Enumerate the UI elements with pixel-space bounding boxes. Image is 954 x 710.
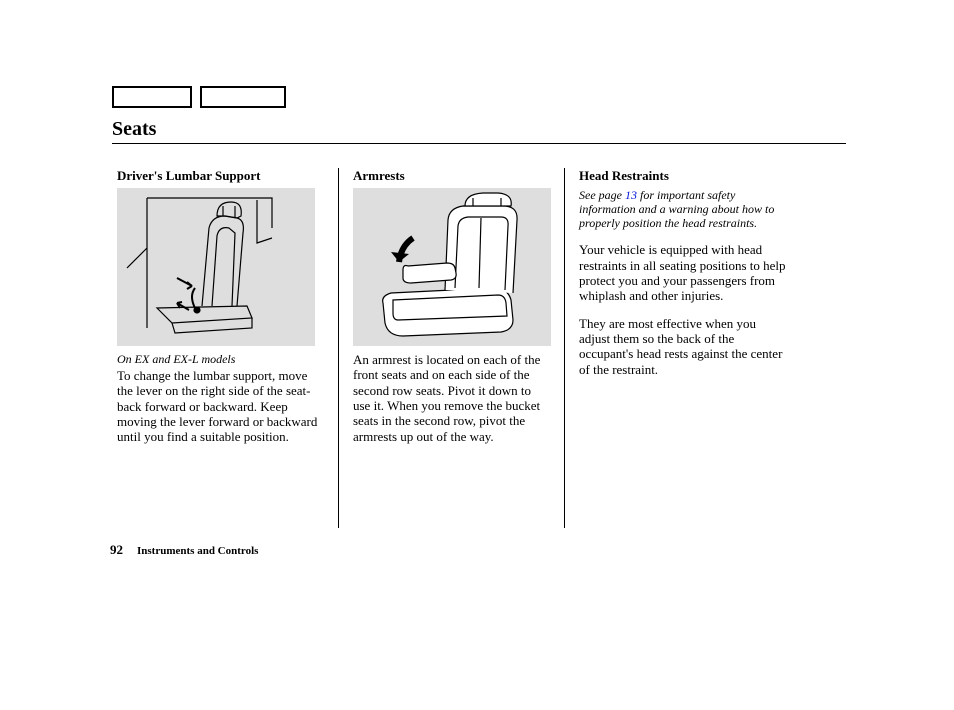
head-restraints-heading: Head Restraints (579, 168, 786, 184)
lumbar-model-note: On EX and EX-L models (117, 352, 324, 367)
header-box-1 (112, 86, 192, 108)
head-restraints-p1: Your vehicle is equipped with head restr… (579, 242, 786, 303)
column-lumbar: Driver's Lumbar Support (112, 168, 338, 528)
armrests-body: An armrest is located on each of the fro… (353, 352, 550, 444)
page-number: 92 (110, 542, 123, 558)
lumbar-seat-illustration (117, 188, 315, 346)
head-restraints-p2: They are most effective when you adjust … (579, 316, 786, 377)
header-boxes (112, 86, 846, 108)
section-name: Instruments and Controls (137, 545, 258, 557)
column-head-restraints: Head Restraints See page 13 for importan… (564, 168, 800, 528)
lumbar-figure (117, 188, 315, 346)
content-columns: Driver's Lumbar Support (112, 168, 846, 528)
page-footer: 92 Instruments and Controls (110, 542, 258, 558)
column-armrests: Armrests (338, 168, 564, 528)
lumbar-body: To change the lumbar support, move the l… (117, 368, 324, 445)
head-restraints-see-note: See page 13 for important safety informa… (579, 188, 786, 230)
see-note-prefix: See page (579, 188, 625, 202)
page-title: Seats (112, 118, 846, 141)
header-box-2 (200, 86, 286, 108)
title-rule (112, 143, 846, 144)
armrests-heading: Armrests (353, 168, 550, 184)
armrests-figure (353, 188, 551, 346)
armrest-seat-illustration (353, 188, 551, 346)
page-ref-link[interactable]: 13 (625, 188, 637, 202)
lumbar-heading: Driver's Lumbar Support (117, 168, 324, 184)
